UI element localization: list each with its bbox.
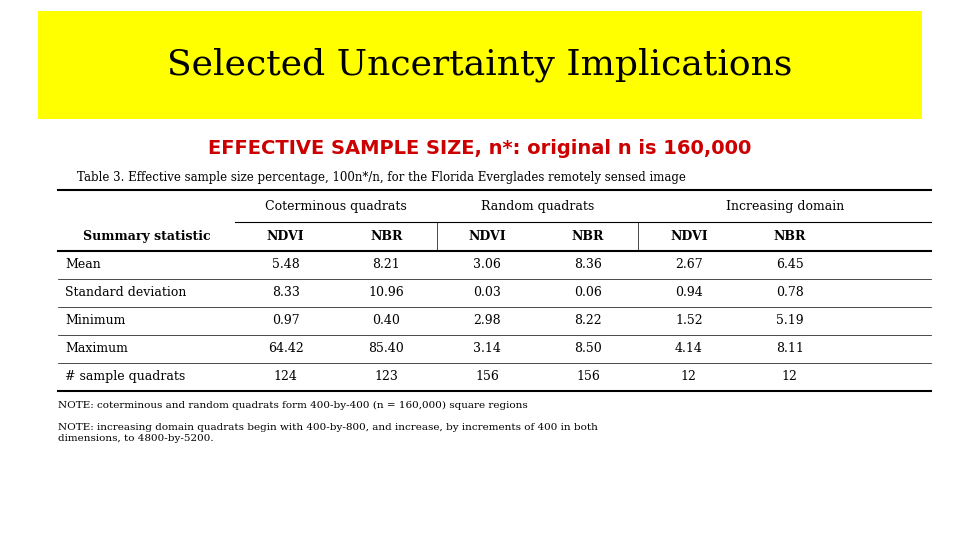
Text: EFFECTIVE SAMPLE SIZE, n*: original n is 160,000: EFFECTIVE SAMPLE SIZE, n*: original n is… <box>208 139 752 158</box>
Text: 5.48: 5.48 <box>272 258 300 271</box>
Text: Increasing domain: Increasing domain <box>726 200 844 213</box>
Text: 8.11: 8.11 <box>776 342 804 355</box>
Text: 1.52: 1.52 <box>675 314 703 327</box>
Text: 64.42: 64.42 <box>268 342 303 355</box>
Text: 5.19: 5.19 <box>776 314 804 327</box>
Text: 10.96: 10.96 <box>369 286 404 299</box>
Text: 3.06: 3.06 <box>473 258 501 271</box>
Text: NBR: NBR <box>572 230 604 243</box>
Text: 12: 12 <box>681 370 697 383</box>
Text: NDVI: NDVI <box>267 230 304 243</box>
Text: NDVI: NDVI <box>468 230 506 243</box>
Text: 156: 156 <box>475 370 499 383</box>
Text: Minimum: Minimum <box>65 314 126 327</box>
Text: 8.21: 8.21 <box>372 258 400 271</box>
Text: 8.33: 8.33 <box>272 286 300 299</box>
Text: NDVI: NDVI <box>670 230 708 243</box>
Text: 123: 123 <box>374 370 398 383</box>
Text: 85.40: 85.40 <box>369 342 404 355</box>
Text: 124: 124 <box>274 370 298 383</box>
Text: 12: 12 <box>781 370 798 383</box>
Text: 0.06: 0.06 <box>574 286 602 299</box>
Text: 2.67: 2.67 <box>675 258 703 271</box>
Text: Table 3. Effective sample size percentage, 100n*/n, for the Florida Everglades r: Table 3. Effective sample size percentag… <box>77 171 685 184</box>
Text: 0.40: 0.40 <box>372 314 400 327</box>
Text: 0.03: 0.03 <box>473 286 501 299</box>
Text: 2.98: 2.98 <box>473 314 501 327</box>
Text: 6.45: 6.45 <box>776 258 804 271</box>
Text: Standard deviation: Standard deviation <box>65 286 186 299</box>
Text: NOTE: increasing domain quadrats begin with 400-by-800, and increase, by increme: NOTE: increasing domain quadrats begin w… <box>58 423 597 443</box>
Text: NBR: NBR <box>371 230 402 243</box>
Text: 8.36: 8.36 <box>574 258 602 271</box>
Text: 0.78: 0.78 <box>776 286 804 299</box>
Text: Random quadrats: Random quadrats <box>481 200 594 213</box>
Text: NOTE: coterminous and random quadrats form 400-by-400 (n = 160,000) square regio: NOTE: coterminous and random quadrats fo… <box>58 401 527 410</box>
Text: 0.94: 0.94 <box>675 286 703 299</box>
Text: 156: 156 <box>576 370 600 383</box>
Text: 0.97: 0.97 <box>272 314 300 327</box>
Text: 8.22: 8.22 <box>574 314 602 327</box>
Text: Selected Uncertainty Implications: Selected Uncertainty Implications <box>167 48 793 82</box>
Text: Summary statistic: Summary statistic <box>83 230 210 243</box>
Text: # sample quadrats: # sample quadrats <box>65 370 185 383</box>
Text: 3.14: 3.14 <box>473 342 501 355</box>
Text: Coterminous quadrats: Coterminous quadrats <box>265 200 407 213</box>
Text: 4.14: 4.14 <box>675 342 703 355</box>
Text: Maximum: Maximum <box>65 342 128 355</box>
Text: NBR: NBR <box>774 230 805 243</box>
Text: 8.50: 8.50 <box>574 342 602 355</box>
Text: Mean: Mean <box>65 258 101 271</box>
